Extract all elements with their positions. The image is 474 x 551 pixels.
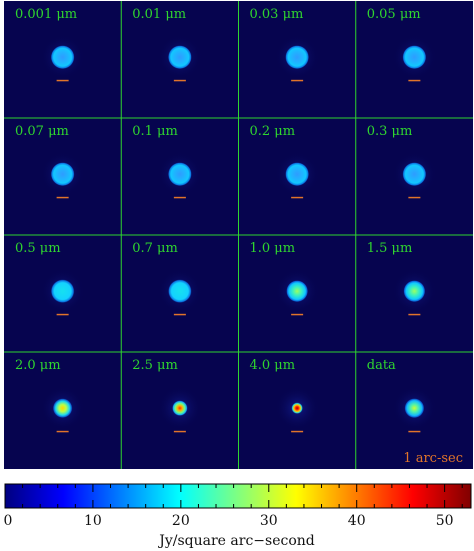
panel-label: 2.0 μm <box>15 358 61 373</box>
colorbar-gradient <box>4 483 472 509</box>
panel: 0.1 μm <box>132 124 202 199</box>
panel: 0.7 μm <box>132 241 202 316</box>
disk-image <box>285 45 310 70</box>
panel: 4.0 μm <box>250 358 320 433</box>
panel-label: 1.5 μm <box>367 241 413 256</box>
panel-label: 0.1 μm <box>132 124 178 139</box>
colorbar-tick-label: 50 <box>436 513 454 529</box>
disk-image <box>167 279 192 304</box>
panel-label: 0.07 μm <box>15 124 69 139</box>
colorbar-tick-label: 20 <box>172 513 190 529</box>
disk-image <box>50 45 75 70</box>
panel: 0.07 μm <box>15 124 85 199</box>
panel: 2.0 μm <box>15 358 85 433</box>
panel: 0.001 μm <box>15 7 85 82</box>
disk-image <box>50 279 75 304</box>
panel: 0.03 μm <box>250 7 320 82</box>
colorbar-tick-label: 10 <box>84 513 102 529</box>
disk-image <box>171 400 188 417</box>
disk-image <box>286 280 309 303</box>
panel: 1.0 μm <box>250 241 320 316</box>
disk-image <box>404 398 425 419</box>
panel-label: 4.0 μm <box>250 358 296 373</box>
colorbar-tick-label: 40 <box>348 513 366 529</box>
panel: 0.2 μm <box>250 124 320 199</box>
panel: 0.01 μm <box>132 7 202 82</box>
disk-image <box>403 280 426 303</box>
panel-label: 0.2 μm <box>250 124 296 139</box>
panel-label: 0.01 μm <box>132 7 186 22</box>
colorbar-ticks: 0 10 20 30 40 50 <box>4 484 463 529</box>
colorbar-title: Jy/square arc−second <box>157 533 315 549</box>
disk-image <box>402 162 427 187</box>
panel: 2.5 μm <box>132 358 202 433</box>
panel-label: 0.03 μm <box>250 7 304 22</box>
colorbar-tick-label: 30 <box>260 513 278 529</box>
colorbar: 0 10 20 30 40 50 Jy/square arc−second <box>4 483 472 549</box>
disk-image <box>167 162 192 187</box>
panel-label: 2.5 μm <box>132 358 178 373</box>
disk-image <box>52 398 73 419</box>
disk-image <box>50 162 75 187</box>
panel-label: 0.3 μm <box>367 124 413 139</box>
panel-label: 0.5 μm <box>15 241 61 256</box>
disk-image <box>291 402 304 415</box>
panel-label: 0.001 μm <box>15 7 77 22</box>
scale-bar-label: 1 arc-sec <box>403 451 463 466</box>
panel-label: 1.0 μm <box>250 241 296 256</box>
panel-grid: 0.001 μm 0.01 μm 0.03 μm 0.05 μm 0.07 μm 0.1 … <box>15 7 437 433</box>
colorbar-tick-label: 0 <box>4 513 13 529</box>
disk-image <box>167 45 192 70</box>
panel: 0.05 μm <box>367 7 437 82</box>
panel: 0.3 μm <box>367 124 437 199</box>
disk-image <box>402 45 427 70</box>
disk-image <box>285 162 310 187</box>
panel-label: data <box>367 358 396 373</box>
panel-label: 0.05 μm <box>367 7 421 22</box>
panel: 1.5 μm <box>367 241 437 316</box>
panel: data <box>367 358 437 433</box>
panel-dividers <box>4 1 473 469</box>
panel: 0.5 μm <box>15 241 85 316</box>
panel-label: 0.7 μm <box>132 241 178 256</box>
